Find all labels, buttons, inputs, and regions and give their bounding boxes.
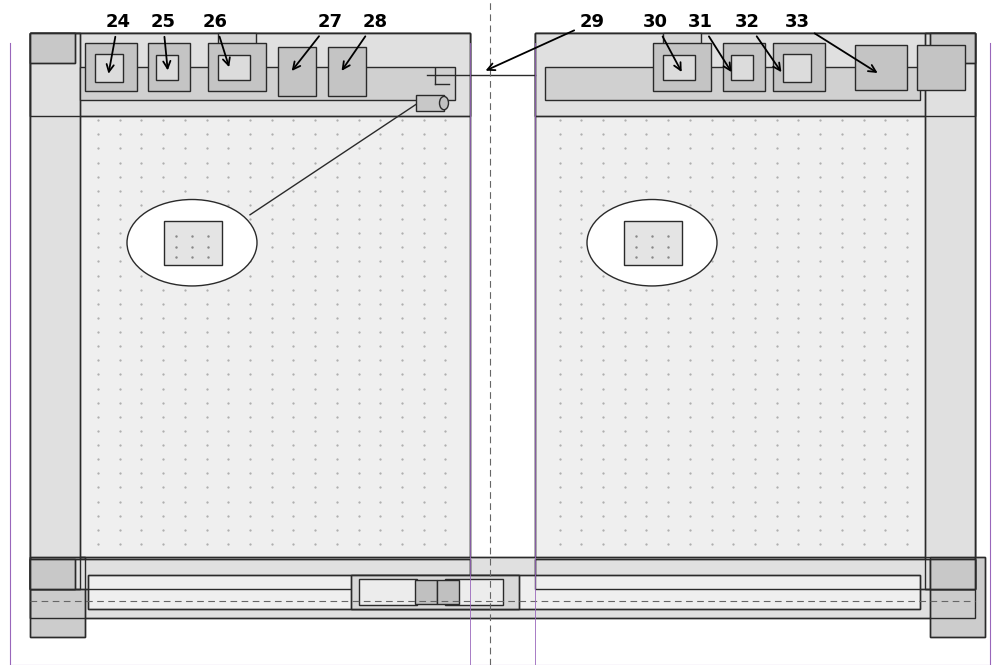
Bar [930, 559, 975, 589]
Bar [30, 559, 470, 589]
Bar [930, 33, 975, 63]
Bar [663, 33, 701, 59]
Bar [30, 33, 470, 116]
Bar [30, 33, 75, 63]
Bar [925, 33, 975, 589]
Bar [30, 33, 75, 63]
Bar [535, 33, 975, 589]
Bar [328, 47, 366, 96]
Bar [30, 557, 85, 637]
Bar [415, 580, 437, 604]
Bar [30, 33, 80, 589]
Bar [930, 559, 975, 589]
Bar [88, 575, 920, 609]
Bar [535, 33, 975, 116]
Text: 27: 27 [293, 13, 342, 69]
Bar [653, 43, 711, 91]
Bar [855, 45, 907, 90]
Bar [535, 33, 975, 116]
Text: 26: 26 [202, 13, 230, 65]
Bar [731, 55, 753, 80]
Bar [85, 43, 137, 91]
Bar [30, 559, 75, 589]
Bar [30, 559, 75, 589]
Bar [359, 579, 417, 605]
Bar [218, 55, 250, 80]
Bar [80, 66, 455, 100]
Text: 33: 33 [784, 13, 876, 72]
Bar [930, 33, 975, 63]
Text: 30: 30 [642, 13, 681, 70]
Circle shape [127, 200, 257, 286]
Text: 24: 24 [106, 13, 130, 72]
Bar [30, 33, 80, 589]
Bar [351, 575, 519, 609]
Bar [351, 575, 519, 609]
Bar [624, 221, 682, 265]
Bar [723, 43, 765, 91]
Bar [535, 33, 975, 589]
Bar [30, 557, 975, 618]
Bar [535, 559, 975, 589]
Bar [930, 557, 985, 637]
Bar [545, 66, 920, 100]
Bar [208, 43, 266, 91]
Bar [95, 54, 123, 82]
Bar [925, 33, 975, 589]
Circle shape [587, 200, 717, 286]
Bar [30, 33, 470, 116]
Bar [148, 43, 190, 91]
Text: 25: 25 [150, 13, 176, 68]
Bar [416, 95, 444, 111]
Text: 28: 28 [343, 13, 388, 69]
Bar [30, 33, 470, 589]
Bar [30, 33, 470, 589]
Bar [164, 221, 222, 265]
Bar [88, 575, 920, 609]
Bar [218, 33, 256, 59]
Bar [437, 580, 459, 604]
Bar [278, 47, 316, 96]
Bar [773, 43, 825, 91]
Bar [783, 54, 811, 82]
Bar [917, 45, 965, 90]
Bar [30, 557, 85, 637]
Bar [156, 55, 178, 80]
Bar [663, 55, 695, 80]
Bar [30, 557, 975, 618]
Bar [30, 559, 470, 589]
Text: 29: 29 [487, 13, 604, 70]
Ellipse shape [440, 96, 448, 110]
Text: 32: 32 [734, 13, 780, 70]
Bar [445, 579, 503, 605]
Bar [535, 559, 975, 589]
Text: 31: 31 [688, 13, 730, 70]
Bar [930, 557, 985, 637]
